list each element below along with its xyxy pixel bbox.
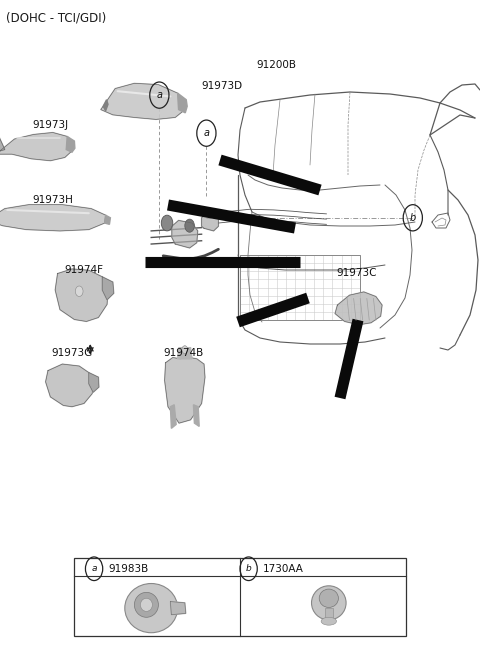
Text: a: a xyxy=(204,128,209,138)
Ellipse shape xyxy=(321,617,336,625)
Text: 91200B: 91200B xyxy=(257,60,297,70)
Ellipse shape xyxy=(125,584,178,632)
Polygon shape xyxy=(0,205,106,231)
Circle shape xyxy=(161,215,173,231)
Text: (DOHC - TCI/GDI): (DOHC - TCI/GDI) xyxy=(6,11,106,24)
Polygon shape xyxy=(202,211,218,231)
Ellipse shape xyxy=(312,586,346,620)
Polygon shape xyxy=(170,602,186,615)
Polygon shape xyxy=(193,405,199,426)
Text: b: b xyxy=(409,213,416,223)
Polygon shape xyxy=(170,405,176,428)
Text: b: b xyxy=(246,564,252,573)
Polygon shape xyxy=(172,220,198,248)
Text: 91973D: 91973D xyxy=(202,81,243,91)
Text: a: a xyxy=(156,90,162,100)
Polygon shape xyxy=(178,348,192,359)
Polygon shape xyxy=(335,292,382,325)
Ellipse shape xyxy=(134,592,158,617)
Ellipse shape xyxy=(140,598,153,611)
Text: 91983B: 91983B xyxy=(108,564,148,574)
Bar xyxy=(325,608,333,621)
Polygon shape xyxy=(102,277,114,300)
Circle shape xyxy=(182,346,188,354)
Circle shape xyxy=(75,286,83,297)
Bar xyxy=(74,558,406,636)
Polygon shape xyxy=(103,100,108,111)
Text: 91973G: 91973G xyxy=(52,348,93,358)
Text: 91973H: 91973H xyxy=(33,195,73,205)
Text: 91974F: 91974F xyxy=(65,265,104,275)
Polygon shape xyxy=(0,133,73,161)
Polygon shape xyxy=(46,364,94,407)
Polygon shape xyxy=(101,83,185,119)
Polygon shape xyxy=(66,136,75,152)
Text: 91973C: 91973C xyxy=(336,268,376,278)
Ellipse shape xyxy=(319,589,338,607)
Polygon shape xyxy=(89,373,99,392)
Bar xyxy=(240,255,360,320)
Circle shape xyxy=(185,219,194,232)
Polygon shape xyxy=(0,130,5,151)
Polygon shape xyxy=(105,215,110,224)
Polygon shape xyxy=(165,358,205,423)
Polygon shape xyxy=(178,93,187,113)
Text: a: a xyxy=(91,564,97,573)
Text: 1730AA: 1730AA xyxy=(263,564,304,574)
Text: 91973J: 91973J xyxy=(33,120,69,130)
Polygon shape xyxy=(55,269,108,321)
Text: 91974B: 91974B xyxy=(163,348,204,358)
